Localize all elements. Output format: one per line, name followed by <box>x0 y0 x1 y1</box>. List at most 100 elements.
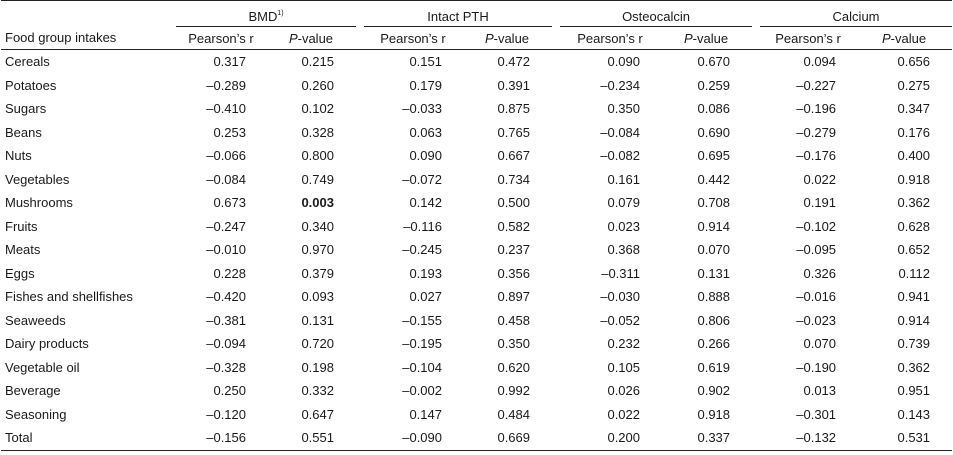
pearson-r-cell: 0.350 <box>607 101 641 117</box>
pearson-r-cell: –0.090 <box>402 430 442 446</box>
pearson-r-cell: –0.132 <box>796 430 837 446</box>
p-value-cell: 0.897 <box>497 289 531 305</box>
p-value-cell: 0.582 <box>497 218 531 234</box>
p-value-cell: 0.992 <box>497 383 531 399</box>
p-value-cell: 0.875 <box>497 101 531 117</box>
food-group-label: Seasoning <box>5 406 67 422</box>
pearson-r-cell: 0.326 <box>803 265 837 281</box>
p-value-cell: 0.379 <box>301 265 334 281</box>
p-value-cell: 0.332 <box>301 383 334 399</box>
pearson-r-cell: 0.013 <box>803 383 837 399</box>
pearson-r-cell: 0.147 <box>409 406 442 422</box>
p-value-cell: 0.749 <box>301 171 334 187</box>
p-value-cell: 0.350 <box>497 336 531 352</box>
pearson-r-cell: 0.026 <box>607 383 641 399</box>
table-row: Sugars –0.410 0.102 –0.033 0.875 0.350 0.086 –0… <box>1 97 952 121</box>
table-row: Meats –0.010 0.970 –0.245 0.237 0.368 0.070 –0.… <box>1 238 952 262</box>
p-value-cell: 0.914 <box>697 218 731 234</box>
pearson-r-cell: –0.420 <box>206 289 246 305</box>
p-value-cell: 0.551 <box>301 430 334 446</box>
pearson-r-cell: 0.070 <box>803 336 837 352</box>
p-value-cell: 0.970 <box>301 242 334 258</box>
table-row: Seasoning –0.120 0.647 0.147 0.484 0.022 0.918… <box>1 403 952 427</box>
p-value-cell: 0.143 <box>897 406 931 422</box>
table-row: Fishes and shellfishes –0.420 0.093 0.027 0.… <box>1 285 952 309</box>
p-value-cell: 0.458 <box>497 312 531 328</box>
pearson-r-cell: –0.381 <box>206 312 246 328</box>
group-header-calcium: Calcium <box>760 0 953 27</box>
table-row: Vegetables –0.084 0.749 –0.072 0.734 0.161 0.4… <box>1 168 952 192</box>
pearson-r-cell: –0.094 <box>206 336 246 352</box>
p-value-cell: 0.275 <box>897 77 931 93</box>
pearson-r-cell: 0.142 <box>409 195 442 211</box>
group-header-bmd: BMD1) <box>176 0 356 27</box>
pearson-r-cell: 0.193 <box>409 265 442 281</box>
pearson-r-cell: 0.063 <box>409 124 442 140</box>
p-value-cell: 0.500 <box>497 195 531 211</box>
p-value-cell: 0.619 <box>697 359 731 375</box>
food-group-label: Fishes and shellfishes <box>5 289 133 305</box>
pearson-r-cell: 0.253 <box>213 124 246 140</box>
p-value-cell: 0.914 <box>897 312 931 328</box>
pearson-r-cell: 0.027 <box>409 289 442 305</box>
pearson-r-cell: –0.072 <box>402 171 442 187</box>
pearson-r-cell: 0.094 <box>803 54 837 70</box>
p-value-cell: 0.266 <box>697 336 731 352</box>
p-value-cell: 0.131 <box>301 312 334 328</box>
p-value-cell: 0.690 <box>697 124 731 140</box>
food-group-label: Potatoes <box>5 77 57 93</box>
p-value-cell: 0.003 <box>301 195 334 211</box>
p-value-cell: 0.669 <box>497 430 531 446</box>
pearson-r-cell: –0.120 <box>206 406 246 422</box>
p-value-cell: 0.260 <box>301 77 334 93</box>
food-group-column-header: Food group intakes <box>1 26 176 50</box>
pearson-r-cell: 0.022 <box>607 406 641 422</box>
pearson-r-cell: 0.151 <box>409 54 442 70</box>
food-group-label: Total <box>5 430 33 446</box>
pearson-r-cell: –0.082 <box>600 148 641 164</box>
p-value-cell: 0.340 <box>301 218 334 234</box>
pearson-r-cell: –0.084 <box>206 171 246 187</box>
table-row: Mushrooms 0.673 0.003 0.142 0.500 0.079 0.708 0… <box>1 191 952 215</box>
p-value-cell: 0.800 <box>301 148 334 164</box>
food-group-label: Vegetables <box>5 171 70 187</box>
pearson-r-cell: –0.084 <box>600 124 641 140</box>
p-value-cell: 0.237 <box>497 242 531 258</box>
p-value-cell: 0.656 <box>897 54 931 70</box>
pearson-r-cell: 0.090 <box>409 148 442 164</box>
table-row: Fruits –0.247 0.340 –0.116 0.582 0.023 0.914 –0… <box>1 215 952 239</box>
pearson-r-cell: –0.104 <box>402 359 442 375</box>
food-group-label: Nuts <box>5 148 32 164</box>
pearson-r-header: Pearson’s r <box>560 26 661 50</box>
p-value-cell: 0.667 <box>497 148 531 164</box>
pearson-r-cell: 0.673 <box>213 195 246 211</box>
pearson-r-cell: 0.250 <box>213 383 246 399</box>
p-value-cell: 0.951 <box>897 383 931 399</box>
food-group-label: Seaweeds <box>5 312 66 328</box>
food-group-label: Beverage <box>5 383 61 399</box>
p-value-cell: 0.739 <box>897 336 931 352</box>
table-row: Beverage 0.250 0.332 –0.002 0.992 0.026 0.902 0… <box>1 379 952 403</box>
pearson-r-cell: –0.301 <box>796 406 837 422</box>
food-group-label: Meats <box>5 242 41 258</box>
food-group-label: Vegetable oil <box>5 359 80 375</box>
p-value-cell: 0.472 <box>497 54 531 70</box>
pearson-r-cell: –0.116 <box>403 218 442 234</box>
p-value-cell: 0.176 <box>897 124 931 140</box>
p-value-header: P-value <box>266 26 356 50</box>
p-value-cell: 0.337 <box>697 430 731 446</box>
table-row: Dairy products –0.094 0.720 –0.195 0.350 0.23… <box>1 332 952 356</box>
food-group-label: Eggs <box>5 265 35 281</box>
pearson-r-cell: –0.195 <box>402 336 442 352</box>
p-value-cell: 0.070 <box>697 242 731 258</box>
food-group-label: Cereals <box>5 54 50 70</box>
food-group-label: Sugars <box>5 101 47 117</box>
column-header-row: Food group intakes Pearson’s r P-value P… <box>1 26 953 50</box>
food-group-label: Dairy products <box>5 336 89 352</box>
pearson-r-cell: 0.368 <box>607 242 641 258</box>
p-value-cell: 0.102 <box>301 101 334 117</box>
pearson-r-cell: –0.102 <box>796 218 837 234</box>
pearson-r-cell: 0.317 <box>213 54 246 70</box>
pearson-r-cell: –0.176 <box>796 148 837 164</box>
table-row: Nuts –0.066 0.800 0.090 0.667 –0.082 0.695 –0.1… <box>1 144 952 168</box>
